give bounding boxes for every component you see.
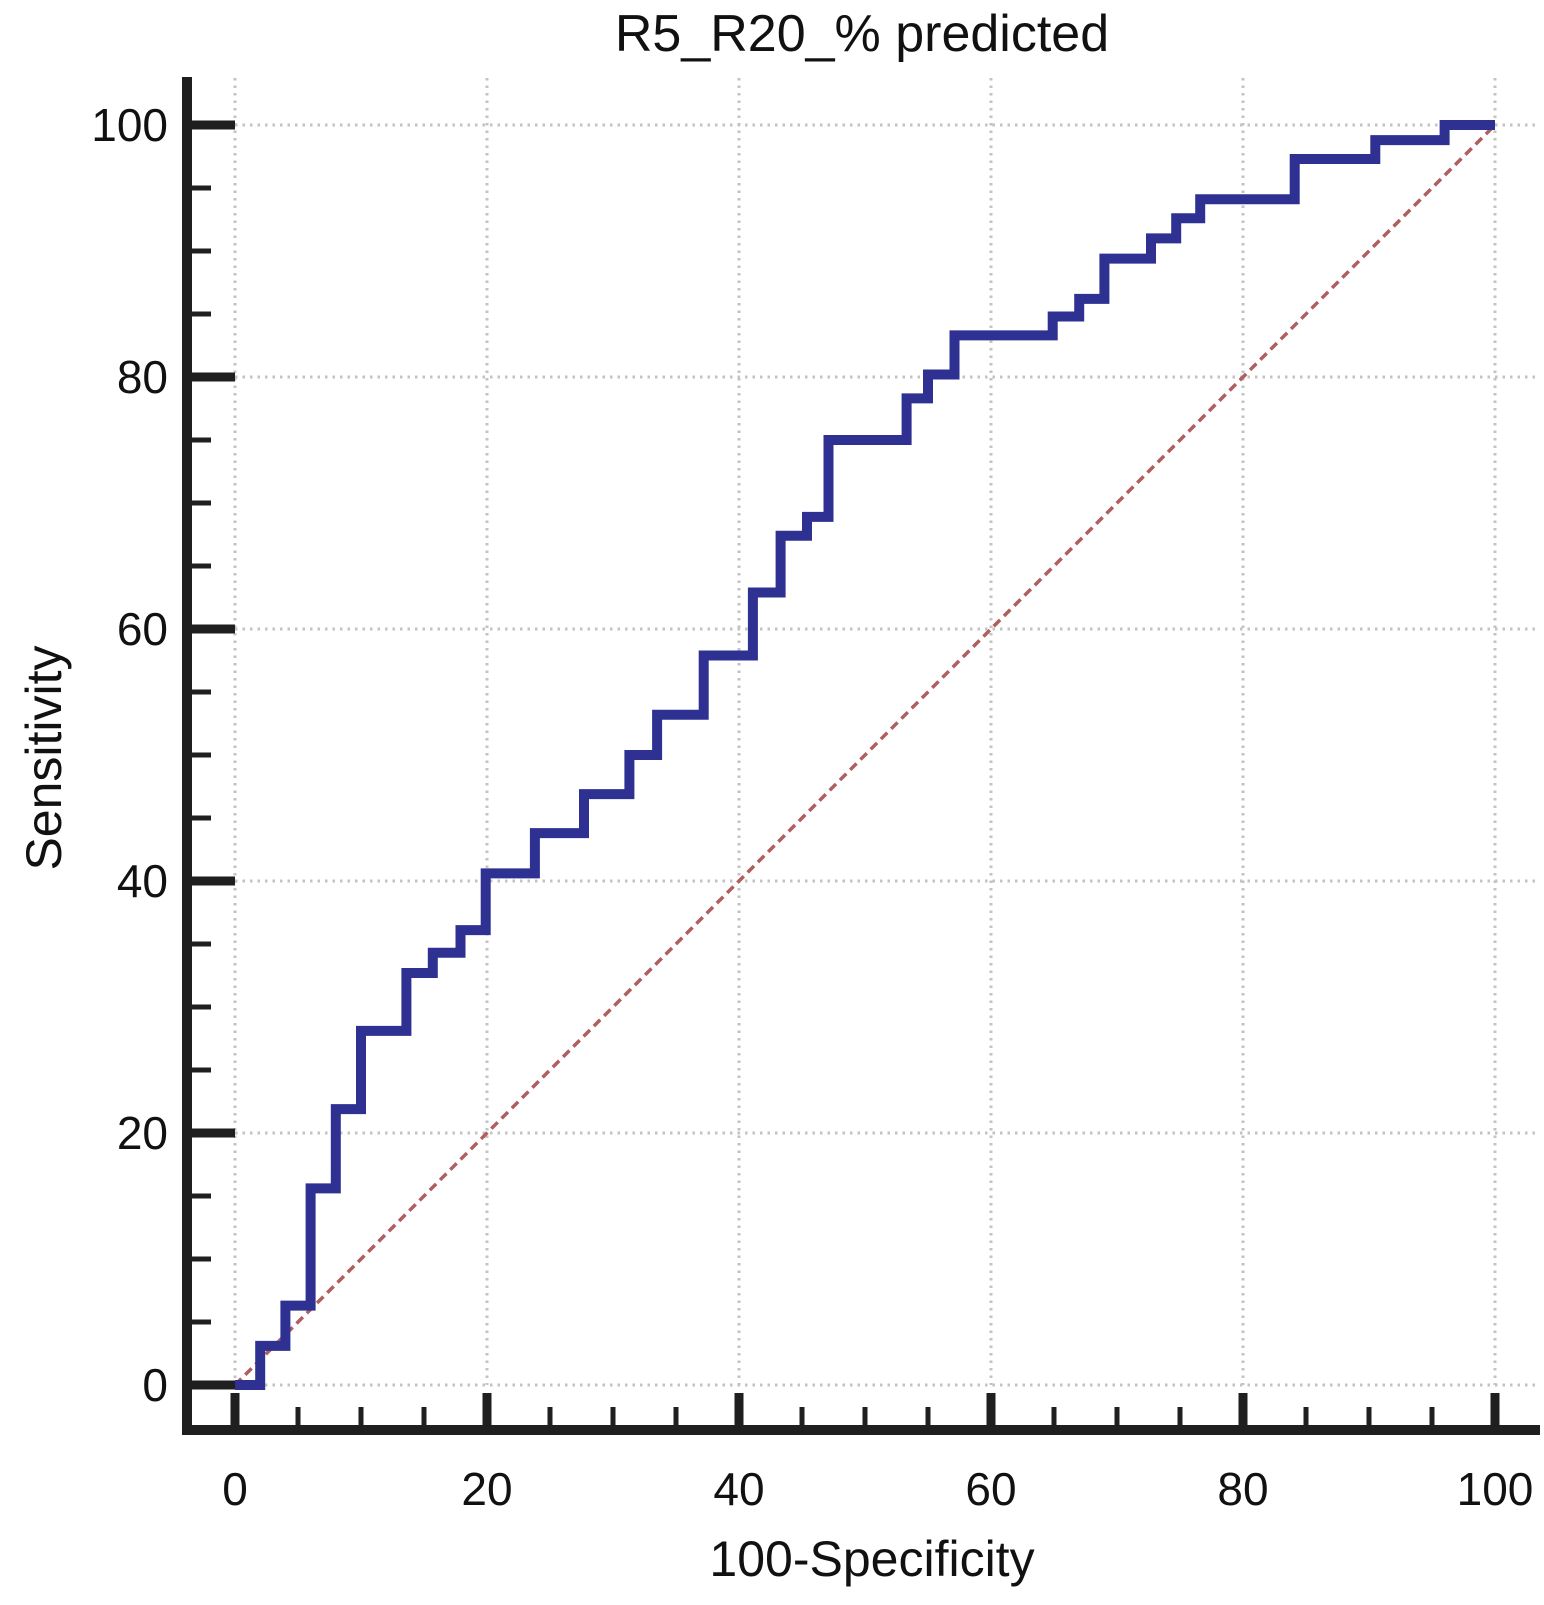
- y-tick-label-40: 40: [117, 855, 168, 907]
- chart-title: R5_R20_% predicted: [614, 5, 1110, 63]
- x-tick-label-20: 20: [461, 1463, 512, 1515]
- y-tick-label-80: 80: [117, 351, 168, 403]
- y-tick-label-100: 100: [91, 99, 168, 151]
- y-tick-label-0: 0: [142, 1359, 168, 1411]
- x-tick-label-40: 40: [713, 1463, 764, 1515]
- roc-curve-path: [235, 120, 1495, 1390]
- y-tick-label-20: 20: [117, 1107, 168, 1159]
- x-tick-label-80: 80: [1217, 1463, 1268, 1515]
- x-tick-label-0: 0: [222, 1463, 248, 1515]
- x-axis-title: 100-Specificity: [709, 1531, 1035, 1587]
- x-tick-label-60: 60: [965, 1463, 1016, 1515]
- diagonal-reference-line: [233, 123, 1497, 1387]
- y-tick-label-60: 60: [117, 603, 168, 655]
- x-tick-label-100: 100: [1457, 1463, 1534, 1515]
